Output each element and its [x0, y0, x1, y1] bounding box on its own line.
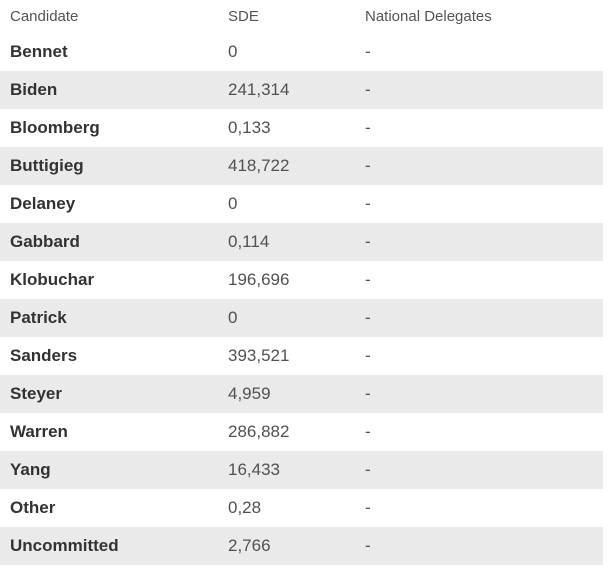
national-delegates-value: - — [365, 346, 371, 365]
table-row: Biden 241,314 - — [0, 71, 603, 109]
national-delegates-value: - — [365, 42, 371, 61]
candidate-name: Buttigieg — [10, 156, 84, 175]
sde-value: 196,696 — [228, 270, 290, 289]
sde-value: 0 — [228, 194, 238, 213]
column-header-candidate: Candidate — [10, 8, 79, 25]
candidate-name: Other — [10, 498, 56, 517]
candidate-name: Patrick — [10, 308, 67, 327]
national-delegates-value: - — [365, 460, 371, 479]
national-delegates-value: - — [365, 270, 371, 289]
candidate-name: Steyer — [10, 384, 62, 403]
national-delegates-value: - — [365, 422, 371, 441]
sde-value: 0,133 — [228, 118, 271, 137]
national-delegates-value: - — [365, 118, 371, 137]
table-row: Patrick 0 - — [0, 299, 603, 337]
table-row: Warren 286,882 - — [0, 413, 603, 451]
sde-value: 0 — [228, 42, 238, 61]
table-row: Yang 16,433 - — [0, 451, 603, 489]
sde-value: 2,766 — [228, 536, 271, 555]
candidate-name: Delaney — [10, 194, 76, 213]
national-delegates-value: - — [365, 498, 371, 517]
national-delegates-value: - — [365, 384, 371, 403]
candidate-name: Bennet — [10, 42, 68, 61]
table-row: Other 0,28 - — [0, 489, 603, 527]
candidate-name: Biden — [10, 80, 58, 99]
table-row: Sanders 393,521 - — [0, 337, 603, 375]
candidate-name: Klobuchar — [10, 270, 95, 289]
national-delegates-value: - — [365, 308, 371, 327]
table-row: Uncommitted 2,766 - — [0, 527, 603, 565]
sde-value: 393,521 — [228, 346, 290, 365]
table-row: Bennet 0 - — [0, 33, 603, 71]
national-delegates-value: - — [365, 80, 371, 99]
candidate-name: Gabbard — [10, 232, 80, 251]
sde-value: 0,28 — [228, 498, 262, 517]
national-delegates-value: - — [365, 194, 371, 213]
table-row: Bloomberg 0,133 - — [0, 109, 603, 147]
results-table: Candidate SDE National Delegates Bennet … — [0, 0, 603, 565]
column-header-sde: SDE — [228, 8, 259, 25]
table-row: Gabbard 0,114 - — [0, 223, 603, 261]
candidate-name: Sanders — [10, 346, 78, 365]
candidate-name: Uncommitted — [10, 536, 119, 555]
table-header-row: Candidate SDE National Delegates — [0, 0, 603, 33]
candidate-name: Yang — [10, 460, 51, 479]
table-row: Delaney 0 - — [0, 185, 603, 223]
column-header-national-delegates: National Delegates — [365, 8, 492, 25]
sde-value: 16,433 — [228, 460, 280, 479]
sde-value: 0,114 — [228, 232, 270, 251]
table-row: Klobuchar 196,696 - — [0, 261, 603, 299]
sde-value: 241,314 — [228, 80, 290, 99]
candidate-name: Bloomberg — [10, 118, 100, 137]
sde-value: 418,722 — [228, 156, 290, 175]
sde-value: 0 — [228, 308, 238, 327]
national-delegates-value: - — [365, 156, 371, 175]
sde-value: 4,959 — [228, 384, 271, 403]
national-delegates-value: - — [365, 232, 371, 251]
table-row: Steyer 4,959 - — [0, 375, 603, 413]
sde-value: 286,882 — [228, 422, 290, 441]
table-row: Buttigieg 418,722 - — [0, 147, 603, 185]
candidate-name: Warren — [10, 422, 68, 441]
national-delegates-value: - — [365, 536, 371, 555]
